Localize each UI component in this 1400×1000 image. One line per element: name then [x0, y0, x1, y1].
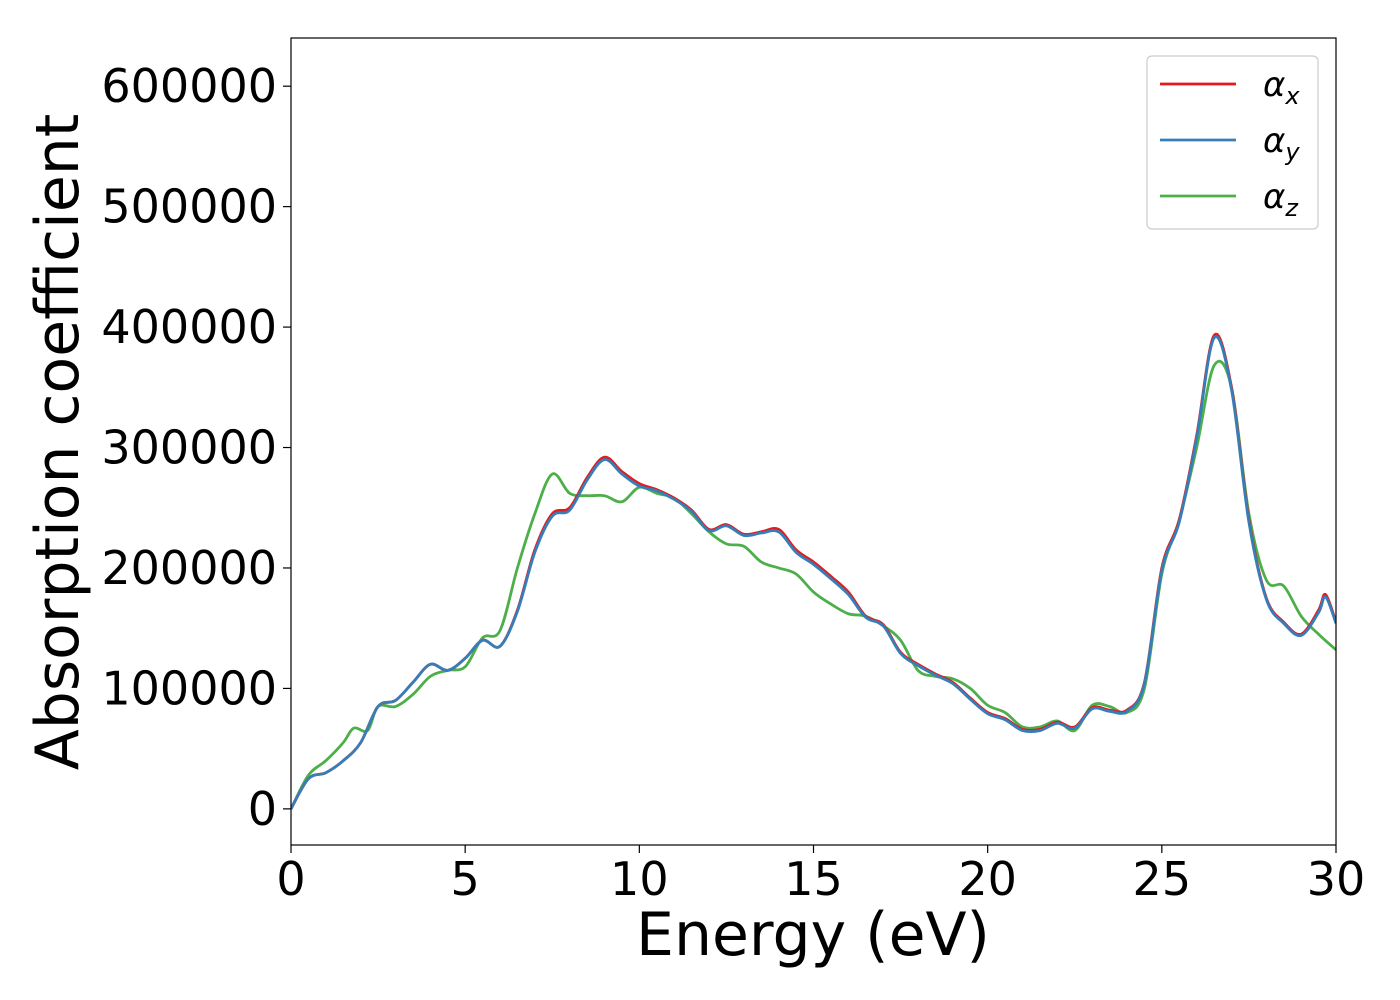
x-tick-label: 0: [276, 852, 305, 906]
legend-label-x: αx: [1263, 65, 1300, 110]
series-line-y: [291, 335, 1336, 810]
y-tick-label: 200000: [101, 541, 277, 595]
x-axis-title: Energy (eV): [636, 900, 990, 970]
legend: αx αy αz: [1146, 55, 1319, 230]
y-tick-label: 300000: [101, 421, 277, 475]
y-tick-label: 500000: [101, 180, 277, 234]
y-tick-label: 0: [248, 782, 277, 836]
legend-label-y: αy: [1263, 121, 1300, 166]
x-tick-label: 15: [784, 852, 843, 906]
y-tick-label: 400000: [101, 300, 277, 354]
x-axis: 0 5 10 15 20 25 30: [276, 845, 1365, 906]
x-tick-label: 25: [1133, 852, 1192, 906]
x-tick-label: 30: [1307, 852, 1366, 906]
y-axis: 0 100000 200000 300000 400000 500000 600000: [101, 59, 291, 836]
y-tick-label: 600000: [101, 59, 277, 113]
x-tick-label: 5: [451, 852, 480, 906]
x-tick-label: 10: [610, 852, 669, 906]
legend-label-z: αz: [1263, 177, 1299, 222]
y-tick-label: 100000: [101, 661, 277, 715]
y-axis-title: Absorption coefficient: [23, 114, 93, 771]
x-tick-label: 20: [958, 852, 1017, 906]
series-layer: [291, 332, 1336, 810]
legend-box: [1146, 55, 1319, 230]
